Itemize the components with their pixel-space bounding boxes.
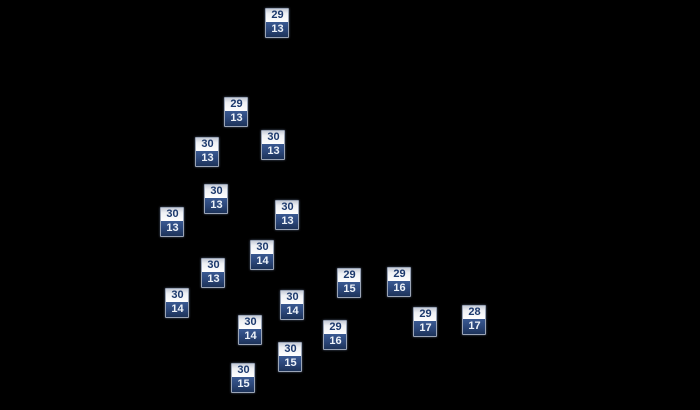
temp-marker[interactable]: 30 15 <box>231 363 255 393</box>
high-temp: 30 <box>239 316 261 329</box>
low-temp: 14 <box>239 329 261 344</box>
temp-marker[interactable]: 30 14 <box>238 315 262 345</box>
low-temp: 13 <box>196 151 218 166</box>
high-temp: 28 <box>463 306 485 319</box>
high-temp: 30 <box>161 208 183 221</box>
high-temp: 30 <box>232 364 254 377</box>
temp-marker[interactable]: 29 15 <box>337 268 361 298</box>
temp-marker[interactable]: 30 13 <box>261 130 285 160</box>
low-temp: 15 <box>338 282 360 297</box>
high-temp: 30 <box>166 289 188 302</box>
low-temp: 13 <box>276 214 298 229</box>
low-temp: 13 <box>202 272 224 287</box>
low-temp: 16 <box>388 281 410 296</box>
temp-marker[interactable]: 30 13 <box>204 184 228 214</box>
low-temp: 13 <box>262 144 284 159</box>
temp-marker[interactable]: 30 13 <box>160 207 184 237</box>
temp-marker[interactable]: 30 15 <box>278 342 302 372</box>
temp-marker[interactable]: 29 13 <box>224 97 248 127</box>
high-temp: 29 <box>324 321 346 334</box>
temp-marker[interactable]: 28 17 <box>462 305 486 335</box>
low-temp: 13 <box>205 198 227 213</box>
high-temp: 30 <box>279 343 301 356</box>
high-temp: 30 <box>205 185 227 198</box>
low-temp: 13 <box>161 221 183 236</box>
low-temp: 15 <box>232 377 254 392</box>
low-temp: 13 <box>266 22 288 37</box>
high-temp: 30 <box>196 138 218 151</box>
low-temp: 15 <box>279 356 301 371</box>
low-temp: 14 <box>166 302 188 317</box>
temp-marker[interactable]: 29 16 <box>323 320 347 350</box>
high-temp: 30 <box>251 241 273 254</box>
low-temp: 17 <box>414 321 436 336</box>
temp-marker[interactable]: 30 14 <box>280 290 304 320</box>
temp-marker[interactable]: 30 14 <box>165 288 189 318</box>
high-temp: 29 <box>414 308 436 321</box>
high-temp: 29 <box>266 9 288 22</box>
high-temp: 30 <box>262 131 284 144</box>
high-temp: 30 <box>276 201 298 214</box>
temp-marker[interactable]: 30 13 <box>195 137 219 167</box>
temp-marker[interactable]: 30 14 <box>250 240 274 270</box>
temp-marker[interactable]: 29 17 <box>413 307 437 337</box>
high-temp: 29 <box>225 98 247 111</box>
low-temp: 14 <box>251 254 273 269</box>
temp-marker[interactable]: 30 13 <box>201 258 225 288</box>
high-temp: 30 <box>281 291 303 304</box>
low-temp: 13 <box>225 111 247 126</box>
high-temp: 30 <box>202 259 224 272</box>
temp-marker[interactable]: 29 13 <box>265 8 289 38</box>
temp-marker[interactable]: 30 13 <box>275 200 299 230</box>
low-temp: 16 <box>324 334 346 349</box>
low-temp: 17 <box>463 319 485 334</box>
high-temp: 29 <box>338 269 360 282</box>
high-temp: 29 <box>388 268 410 281</box>
temp-marker[interactable]: 29 16 <box>387 267 411 297</box>
low-temp: 14 <box>281 304 303 319</box>
